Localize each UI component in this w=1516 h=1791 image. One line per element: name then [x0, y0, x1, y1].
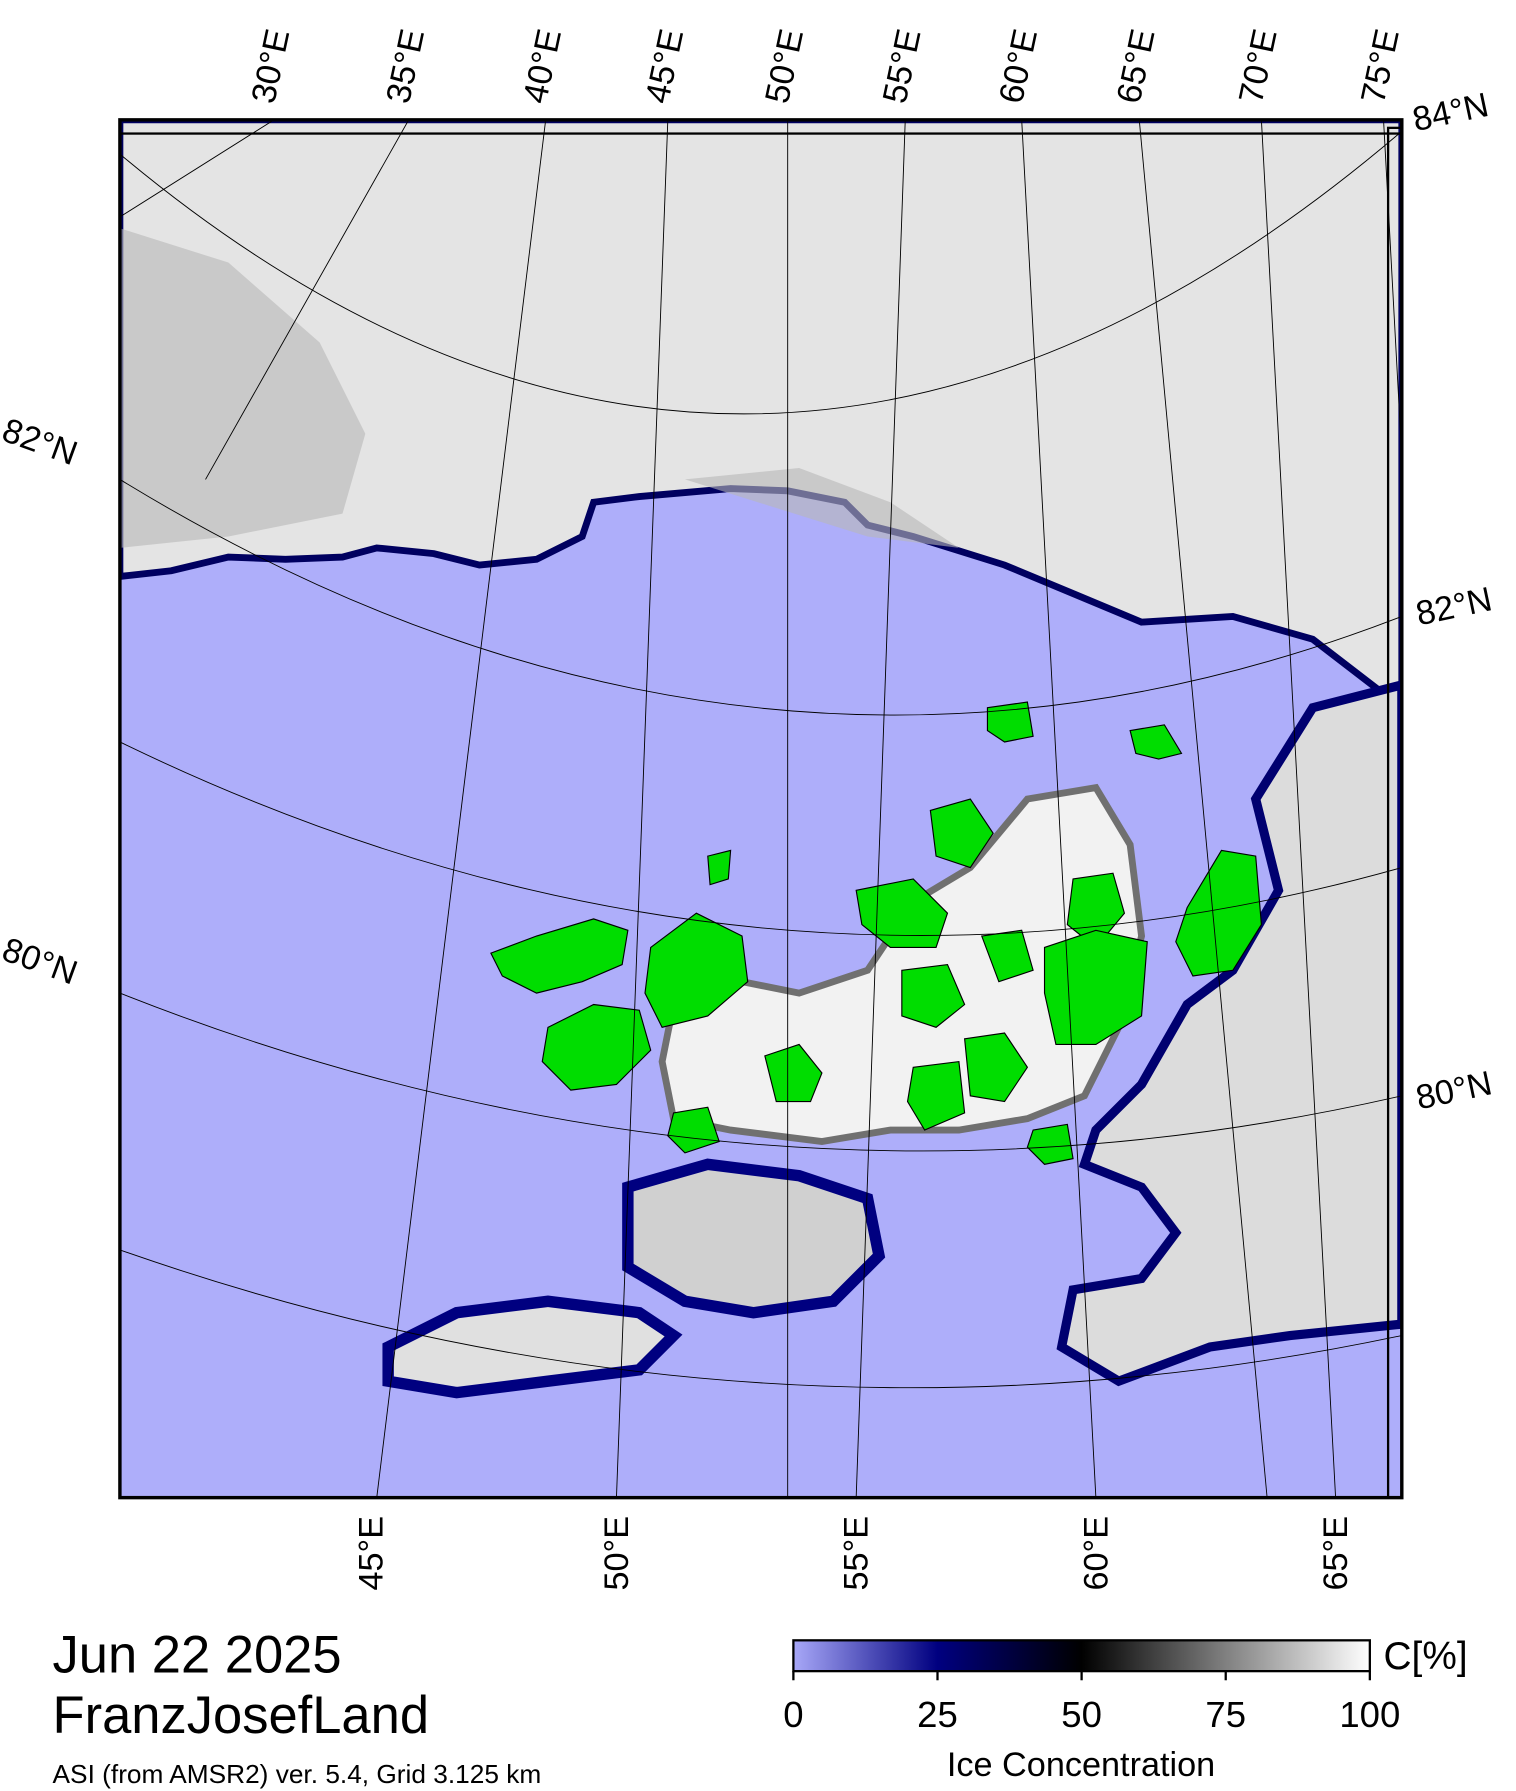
colorbar-unit: C[%]: [1384, 1635, 1468, 1678]
lon-label: 55°E: [876, 26, 929, 107]
lon-label: 50°E: [758, 26, 811, 107]
pack-ice-shade: [119, 228, 959, 548]
lat-label: 80°N: [0, 931, 82, 993]
lat-label: 82°N: [0, 411, 82, 473]
colorbar-label: Ice Concentration: [947, 1746, 1215, 1784]
map-frame-inner: [1386, 126, 1403, 1499]
islands: [490, 701, 1262, 1165]
lon-label: 40°E: [516, 26, 569, 107]
southern-ice: [622, 1158, 886, 1319]
lon-label: 45°E: [638, 26, 691, 107]
lon-label: 65°E: [1317, 1516, 1355, 1591]
lon-label: 55°E: [838, 1516, 876, 1591]
lat-label: 84°N: [1409, 86, 1492, 139]
colorbar-tick-label: 25: [917, 1694, 958, 1735]
lon-label: 60°E: [992, 26, 1045, 107]
lon-label: 45°E: [352, 1516, 390, 1591]
map-area: [119, 119, 1402, 1498]
lat-label: 80°N: [1413, 1064, 1496, 1117]
date: Jun 22 2025: [53, 1625, 342, 1684]
lon-label: 70°E: [1232, 26, 1285, 107]
eastern-ice: [1056, 680, 1402, 1387]
lon-label: 50°E: [598, 1516, 636, 1591]
map-frame-inner: [118, 118, 1403, 135]
lon-label: 75°E: [1354, 26, 1407, 107]
lon-label: 60°E: [1077, 1516, 1115, 1591]
source: ASI (from AMSR2) ver. 5.4, Grid 3.125 km: [53, 1759, 542, 1789]
lon-label: 30°E: [245, 26, 298, 107]
colorbar-tick-label: 100: [1339, 1694, 1400, 1735]
colorbar: [792, 1639, 1371, 1673]
graticule: [119, 119, 1402, 1498]
colorbar-tick-label: 0: [783, 1694, 803, 1735]
southern-ice: [382, 1295, 683, 1399]
region: FranzJosefLand: [53, 1686, 429, 1745]
colorbar-tick-label: 50: [1061, 1694, 1102, 1735]
lon-label: 65°E: [1110, 26, 1163, 107]
lat-label: 82°N: [1413, 580, 1496, 633]
lon-label: 35°E: [379, 26, 432, 107]
colorbar-tick-label: 75: [1205, 1694, 1246, 1735]
